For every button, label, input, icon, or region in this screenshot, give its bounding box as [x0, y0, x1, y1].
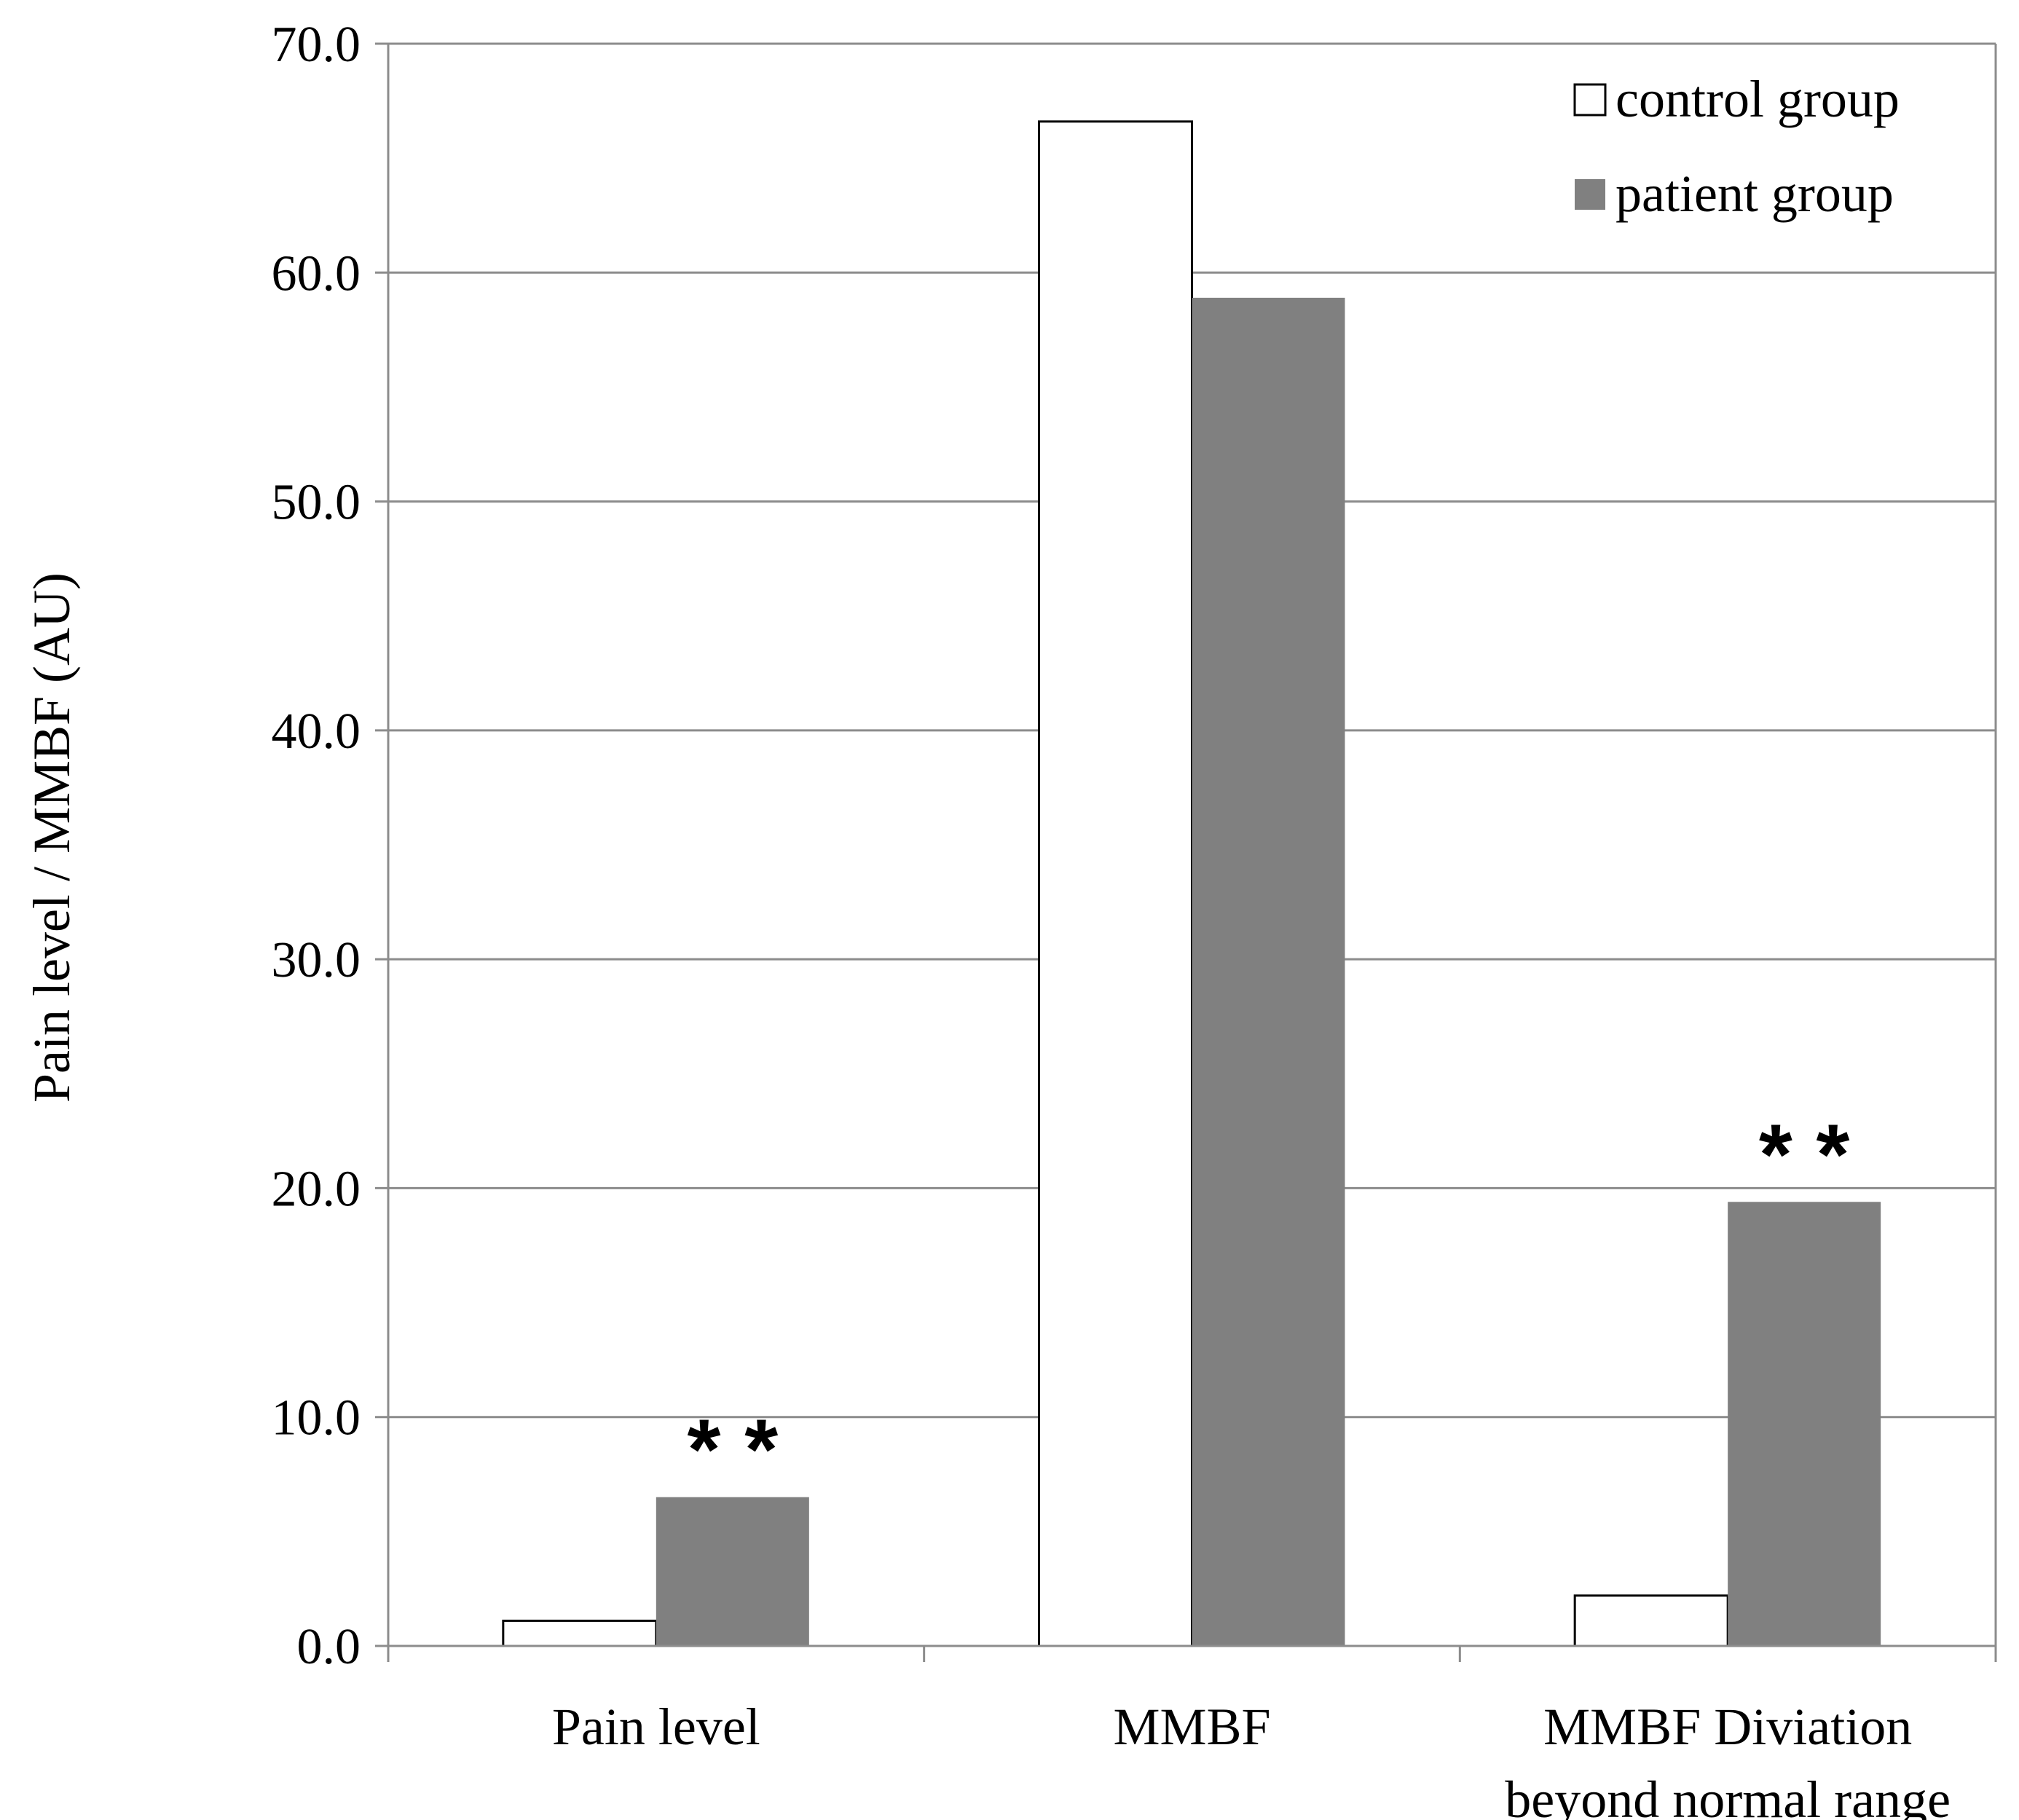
y-axis-title: Pain level / MMBF (AU)	[23, 572, 81, 1103]
axes	[375, 42, 1997, 1662]
bars	[502, 120, 1881, 1647]
y-tick-label: 30.0	[272, 932, 361, 988]
bar-control-0	[502, 1619, 658, 1647]
x-category-label: beyond normal range	[1505, 1770, 1951, 1820]
legend-label-control: control group	[1615, 70, 1900, 128]
bar-control-2	[1573, 1594, 1729, 1647]
legend-swatch-control	[1573, 83, 1607, 117]
legend-label-patient: patient group	[1615, 165, 1894, 223]
y-tick-label: 70.0	[272, 17, 361, 73]
bar-patient-2	[1728, 1202, 1881, 1646]
legend: control group patient group	[1573, 70, 1900, 223]
significance-marker: * *	[1759, 1106, 1850, 1202]
bar-patient-0	[656, 1497, 809, 1646]
labels: 0.0 10.0 20.0 30.0 40.0 50.0 60.0 70.0 Pain leve…	[23, 17, 1951, 1820]
y-tick-label: 0.0	[297, 1619, 361, 1675]
y-tick-label: 60.0	[272, 245, 361, 302]
y-tick-label: 40.0	[272, 704, 361, 760]
x-category-label: Pain level	[552, 1698, 760, 1756]
legend-swatch-patient	[1575, 179, 1605, 210]
x-category-label: MMBF	[1113, 1698, 1270, 1756]
x-category-label: MMBF Diviation	[1543, 1698, 1912, 1756]
y-tick-label: 50.0	[272, 475, 361, 531]
y-tick-label: 20.0	[272, 1161, 361, 1217]
significance-marker: * *	[688, 1402, 779, 1498]
bar-control-1	[1038, 120, 1193, 1647]
bar-patient-1	[1192, 297, 1345, 1646]
y-tick-label: 10.0	[272, 1390, 361, 1446]
